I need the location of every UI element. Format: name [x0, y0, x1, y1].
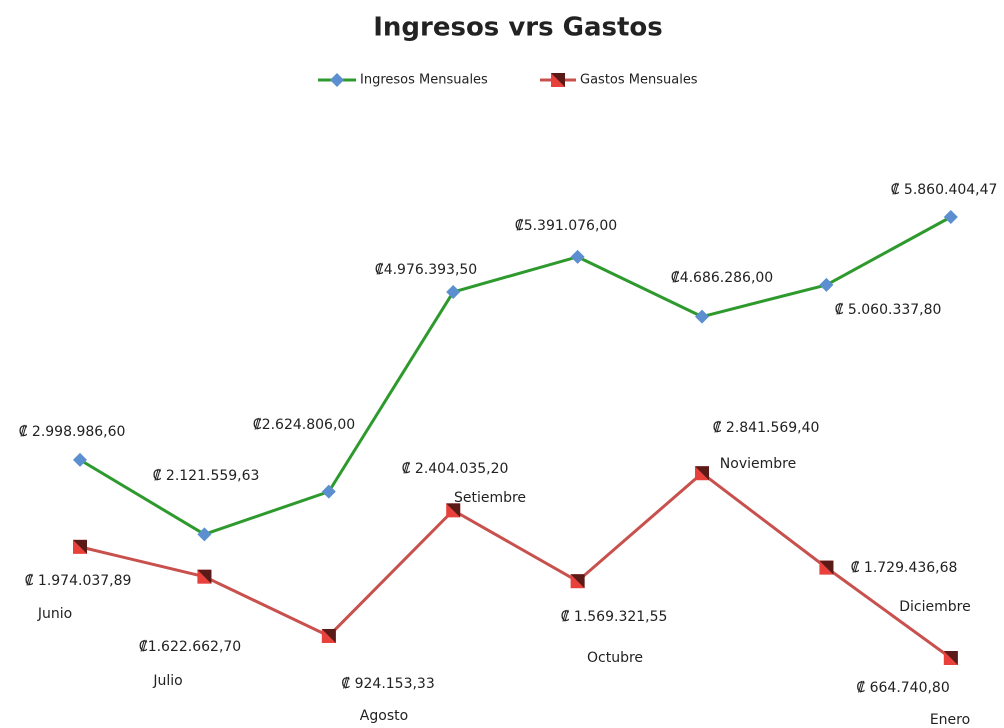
data-label: ₡ 1.569.321,55: [561, 609, 668, 625]
data-label: ₡ 5.060.337,80: [835, 302, 942, 318]
chart-title: Ingresos vrs Gastos: [373, 13, 663, 43]
data-label: ₡ 924.153,33: [341, 676, 435, 692]
data-label: ₡5.391.076,00: [515, 218, 617, 234]
data-label: ₡ 1.974.037,89: [25, 573, 132, 589]
category-label: Octubre: [587, 650, 643, 666]
marker: [197, 527, 212, 542]
data-label: ₡ 2.404.035,20: [402, 461, 509, 477]
marker-shade: [197, 569, 212, 584]
data-label: ₡ 664.740,80: [856, 680, 950, 696]
category-label: Noviembre: [720, 456, 796, 472]
data-label: ₡1.622.662,70: [139, 639, 241, 655]
marker: [446, 285, 461, 300]
marker-shade: [446, 503, 461, 518]
category-label: Julio: [152, 673, 182, 689]
category-label: Agosto: [360, 708, 408, 724]
data-label: ₡ 5.860.404,47: [891, 182, 998, 198]
marker-shade: [321, 628, 336, 643]
marker-shade: [551, 73, 565, 87]
legend-label: Ingresos Mensuales: [360, 73, 488, 88]
marker-shade: [819, 560, 834, 575]
data-label: ₡ 1.729.436,68: [851, 560, 958, 576]
data-label: ₡ 2.998.986,60: [19, 424, 126, 440]
data-label: ₡2.624.806,00: [253, 417, 355, 433]
data-label: ₡ 2.121.559,63: [153, 468, 260, 484]
legend-label: Gastos Mensuales: [580, 73, 698, 88]
marker: [819, 277, 834, 292]
marker: [73, 452, 87, 467]
marker: [570, 249, 585, 264]
marker: [695, 309, 709, 324]
series-line: [79, 215, 952, 536]
marker: [330, 73, 344, 87]
marker-shade: [73, 539, 87, 554]
category-label: Junio: [37, 606, 72, 622]
marker-shade: [943, 651, 958, 665]
marker: [943, 210, 958, 224]
category-label: Setiembre: [454, 490, 526, 506]
series-line: [79, 471, 952, 660]
marker-shade: [695, 466, 709, 481]
data-label: ₡ 2.841.569,40: [713, 420, 820, 436]
category-label: Diciembre: [899, 599, 970, 615]
marker-shade: [570, 574, 585, 589]
marker: [321, 484, 336, 499]
data-label: ₡4.686.286,00: [671, 270, 773, 286]
data-label: ₡4.976.393,50: [375, 262, 477, 278]
category-label: Enero: [930, 712, 970, 728]
